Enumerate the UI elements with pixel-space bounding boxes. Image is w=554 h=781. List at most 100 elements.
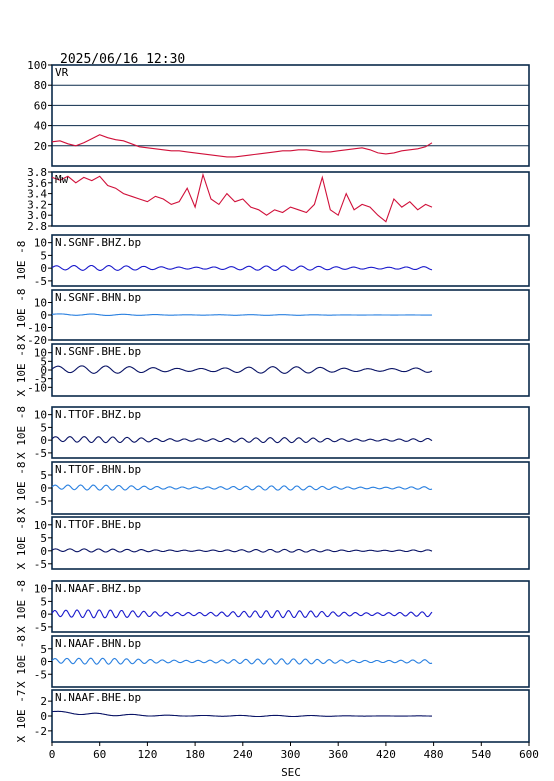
y-tick-label: 0 bbox=[40, 364, 47, 377]
unit-label: X 10E -8 bbox=[15, 635, 28, 688]
y-tick-label: 80 bbox=[34, 79, 47, 92]
y-tick-label: 0 bbox=[40, 309, 47, 322]
panel-label: N.SGNF.BHE.bp bbox=[55, 345, 141, 358]
unit-label: X 10E -8 bbox=[15, 580, 28, 633]
panel-frame bbox=[51, 64, 530, 167]
panel-label: VR bbox=[55, 66, 69, 79]
trace-line bbox=[51, 365, 433, 374]
x-tick-label: 60 bbox=[93, 748, 106, 761]
panel-mw: 2.83.03.23.43.63.8 Mw bbox=[27, 166, 530, 233]
y-tick-label: 20 bbox=[34, 140, 47, 153]
panel-label: N.TTOF.BHE.bp bbox=[55, 518, 141, 531]
y-tick-label: -20 bbox=[27, 334, 47, 347]
x-tick-label: 0 bbox=[49, 748, 56, 761]
x-axis: 0 60 120 180 240 300 360 420 480 540 600 bbox=[49, 742, 539, 761]
x-tick-label: 600 bbox=[519, 748, 539, 761]
y-tick-label: 10 bbox=[34, 347, 47, 360]
y-tick-label: 3.8 bbox=[27, 166, 47, 179]
y-tick-label: 10 bbox=[34, 237, 47, 250]
y-tick-label: 0 bbox=[40, 545, 47, 558]
trace-line bbox=[51, 657, 433, 665]
trace-line bbox=[51, 548, 433, 553]
x-tick-label: 360 bbox=[328, 748, 348, 761]
y-tick-label: -10 bbox=[27, 381, 47, 394]
y-tick-label: -5 bbox=[34, 621, 47, 634]
y-tick-label: 0 bbox=[40, 262, 47, 275]
panel-frame bbox=[51, 234, 530, 287]
panel-label: N.TTOF.BHZ.bp bbox=[55, 408, 141, 421]
y-tick-label: 3.6 bbox=[27, 177, 47, 190]
y-tick-label: 0 bbox=[40, 608, 47, 621]
y-tick-label: 2.8 bbox=[27, 220, 47, 233]
unit-label: X 10E -7 bbox=[15, 690, 28, 743]
x-tick-label: 240 bbox=[233, 748, 253, 761]
y-tick-label: 3.4 bbox=[27, 188, 47, 201]
trace-line bbox=[51, 484, 433, 491]
y-tick-label: 0 bbox=[40, 710, 47, 723]
x-tick-label: 420 bbox=[376, 748, 396, 761]
y-tick-label: 3.0 bbox=[27, 209, 47, 222]
panel-label: N.SGNF.BHZ.bp bbox=[55, 236, 141, 249]
y-tick-label: -5 bbox=[34, 275, 47, 288]
y-tick-label: 40 bbox=[34, 120, 47, 133]
trace-line bbox=[52, 710, 432, 718]
panel-frame bbox=[51, 516, 530, 570]
panel-ttof-bhn: -505 N.TTOF.BHN.bp bbox=[34, 461, 530, 515]
trace-line bbox=[51, 436, 433, 444]
panel-frame bbox=[51, 171, 530, 227]
trace-line bbox=[51, 134, 433, 158]
y-tick-label: 5 bbox=[40, 469, 47, 482]
y-tick-label: 10 bbox=[34, 409, 47, 422]
unit-label: X 10E -8 bbox=[15, 344, 28, 397]
panel-naaf-bhe: -2 0 2 N.NAAF.BHE.bp bbox=[34, 689, 530, 743]
unit-label: X 10E -8 bbox=[15, 517, 28, 570]
x-tick-label: 300 bbox=[281, 748, 301, 761]
y-tick-label: 2 bbox=[40, 695, 47, 708]
panel-vr: 20 40 60 80 100 VR bbox=[27, 59, 530, 167]
trace-line bbox=[51, 313, 433, 316]
panel-label: N.NAAF.BHZ.bp bbox=[55, 582, 141, 595]
y-tick-label: 5 bbox=[40, 421, 47, 434]
y-tick-label: -10 bbox=[27, 322, 47, 335]
y-tick-label: 5 bbox=[40, 643, 47, 656]
y-tick-label: 10 bbox=[34, 583, 47, 596]
trace-line bbox=[51, 264, 433, 271]
unit-label: X 10E -8 bbox=[15, 462, 28, 515]
y-tick-label: 0 bbox=[40, 482, 47, 495]
y-tick-label: 100 bbox=[27, 59, 47, 72]
unit-label: 10E -8 bbox=[15, 241, 28, 281]
panel-label: Mw bbox=[55, 173, 69, 186]
panel-label: N.TTOF.BHN.bp bbox=[55, 463, 141, 476]
y-tick-label: -5 bbox=[34, 373, 47, 386]
y-tick-label: 5 bbox=[40, 249, 47, 262]
x-tick-label: 540 bbox=[471, 748, 491, 761]
x-tick-label: 180 bbox=[185, 748, 205, 761]
y-tick-label: 10 bbox=[34, 297, 47, 310]
panel-label: N.NAAF.BHE.bp bbox=[55, 691, 141, 704]
trace-line bbox=[51, 609, 433, 619]
date-time-stamp: 2025/06/16 12:30 bbox=[60, 52, 185, 67]
x-tick-label: 120 bbox=[137, 748, 157, 761]
y-tick-label: -5 bbox=[34, 558, 47, 571]
y-tick-label: 5 bbox=[40, 595, 47, 608]
y-tick-label: 10 bbox=[34, 519, 47, 532]
y-tick-label: 0 bbox=[40, 434, 47, 447]
panel-label: N.NAAF.BHN.bp bbox=[55, 637, 141, 650]
unit-label: X 10E -8 bbox=[15, 289, 28, 342]
panel-label: N.SGNF.BHN.bp bbox=[55, 291, 141, 304]
panel-frame bbox=[51, 580, 530, 633]
y-tick-label: 5 bbox=[40, 532, 47, 545]
y-tick-label: -2 bbox=[34, 725, 47, 738]
unit-label: X 10E -8 bbox=[15, 406, 28, 459]
y-tick-label: 60 bbox=[34, 99, 47, 112]
y-tick-label: -5 bbox=[34, 668, 47, 681]
y-tick-label: 3.2 bbox=[27, 198, 47, 211]
y-tick-label: 5 bbox=[40, 355, 47, 368]
